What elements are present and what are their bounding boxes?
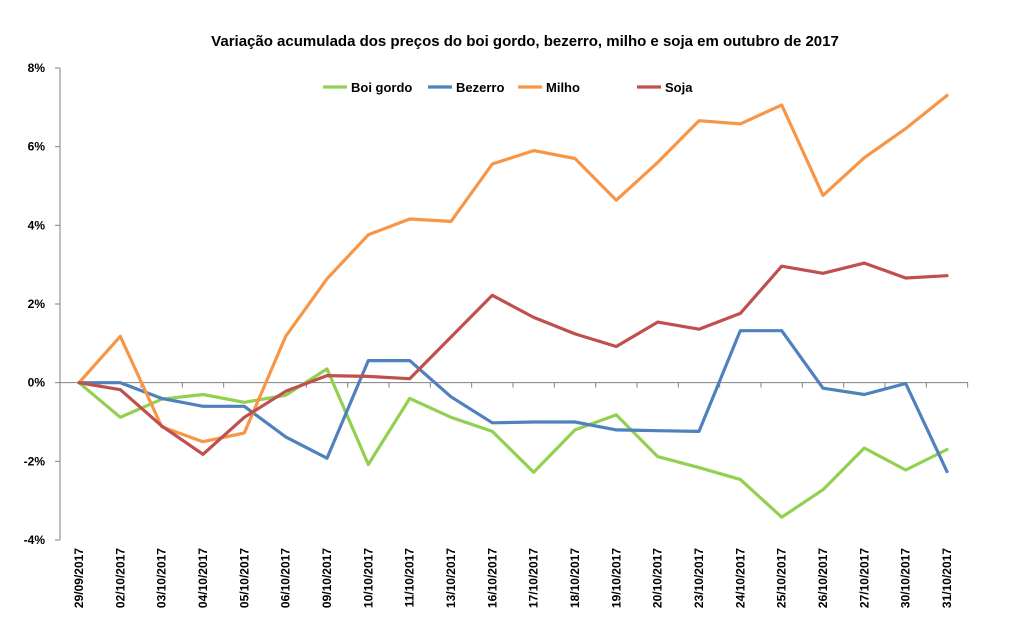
y-tick-label: 8%: [28, 61, 46, 75]
x-tick-label: 05/10/2017: [237, 548, 251, 608]
x-tick-label: 17/10/2017: [527, 548, 541, 608]
x-tick-label: 10/10/2017: [361, 548, 375, 608]
x-tick-label: 04/10/2017: [196, 548, 210, 608]
y-tick-label: 6%: [28, 140, 46, 154]
axes: -4% -2% 0% 2% 4% 6% 8% 29/09/2017 02/10/2017 03/1…: [24, 61, 969, 608]
legend-label-boi-gordo: Boi gordo: [351, 80, 412, 95]
chart-title: Variação acumulada dos preços do boi gor…: [211, 33, 839, 50]
x-tick-label: 29/09/2017: [72, 548, 86, 608]
legend-label-bezerro: Bezerro: [456, 80, 504, 95]
y-tick-label: -4%: [24, 533, 46, 547]
y-tick-label: 0%: [28, 376, 46, 390]
y-tick-label: -2%: [24, 454, 46, 468]
x-tick-label: 30/10/2017: [899, 548, 913, 608]
x-tick-label: 27/10/2017: [857, 548, 871, 608]
x-tick-label: 09/10/2017: [320, 548, 334, 608]
series-lines: [77, 93, 949, 519]
x-tick-label: 20/10/2017: [651, 548, 665, 608]
x-tick-label: 31/10/2017: [940, 548, 954, 608]
legend: Boi gordo Bezerro Milho Soja: [323, 80, 693, 95]
legend-label-soja: Soja: [665, 80, 693, 95]
x-tick-label: 02/10/2017: [113, 548, 127, 608]
y-tick-label: 4%: [28, 218, 46, 232]
x-tick-label: 11/10/2017: [403, 548, 417, 608]
legend-label-milho: Milho: [546, 80, 580, 95]
x-tick-label: 16/10/2017: [485, 548, 499, 608]
x-tick-label: 19/10/2017: [609, 548, 623, 608]
x-tick-label: 03/10/2017: [155, 548, 169, 608]
x-tick-label: 13/10/2017: [444, 548, 458, 608]
y-tick-label: 2%: [28, 297, 46, 311]
x-tick-label: 23/10/2017: [692, 548, 706, 608]
series-line-soja: [77, 261, 949, 456]
series-line-bezerro: [77, 329, 949, 474]
x-tick-label: 06/10/2017: [279, 548, 293, 608]
series-line-milho: [77, 93, 949, 444]
series-line-boi-gordo: [77, 367, 949, 519]
x-tick-label: 25/10/2017: [775, 548, 789, 608]
x-tick-label: 18/10/2017: [568, 548, 582, 608]
x-tick-label: 26/10/2017: [816, 548, 830, 608]
x-tick-label: 24/10/2017: [733, 548, 747, 608]
